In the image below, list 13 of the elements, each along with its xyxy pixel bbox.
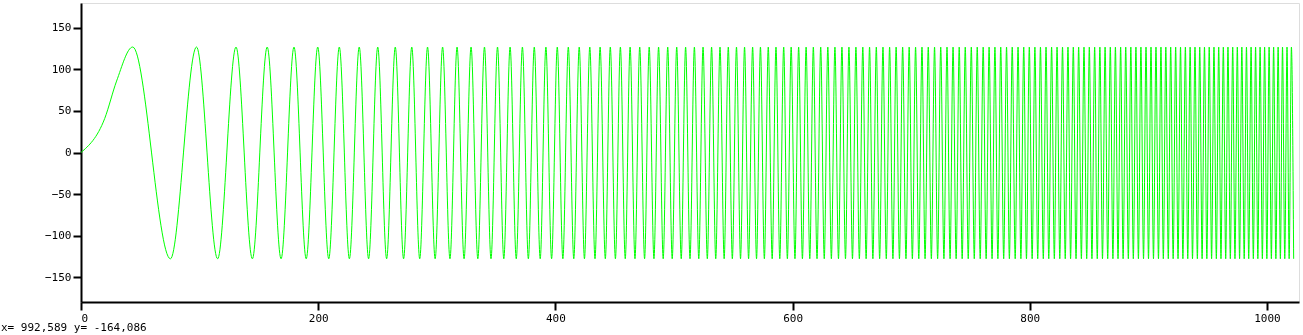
y-tick-label: 0 [64,146,72,159]
x-tick-label: 400 [545,311,566,325]
y-tick-label: −50 [51,187,72,201]
y-tick-label: 100 [51,62,72,76]
x-tick-label: 200 [308,311,329,325]
x-tick-label: 1000 [1254,311,1281,325]
y-tick-label: −150 [45,270,72,284]
y-tick-label: 50 [58,104,72,118]
line-series [81,46,1295,260]
x-tick-label: 800 [1020,311,1041,325]
y-tick-label: −100 [45,229,72,243]
x-tick-label: 600 [783,311,804,325]
y-tick-label: 150 [51,21,72,35]
